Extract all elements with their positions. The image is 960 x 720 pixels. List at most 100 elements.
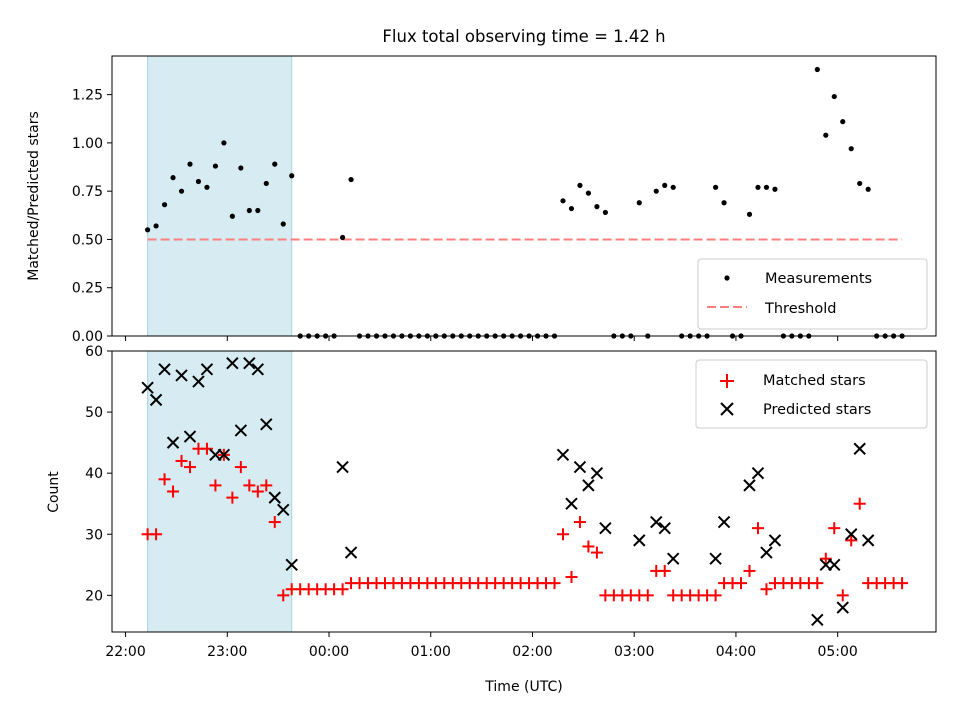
measurement-point (602, 209, 608, 216)
measurement-point (178, 188, 185, 194)
predicted-stars-points (141, 357, 875, 626)
measurement-point (763, 184, 770, 190)
measurement-point (577, 182, 583, 188)
matched-star-point (209, 479, 222, 492)
predicted-star-point (633, 534, 646, 547)
predicted-star-point (158, 363, 171, 376)
measurement-point (670, 184, 676, 190)
predicted-star-point (260, 418, 273, 431)
predicted-star-point (217, 448, 231, 462)
predicted-star-point (717, 515, 731, 529)
predicted-star-point (599, 521, 612, 535)
measurement-point (170, 175, 176, 181)
top-y-tick-label: 0.00 (72, 329, 103, 345)
predicted-star-point (243, 357, 256, 370)
top-y-tick-label: 0.75 (72, 184, 103, 200)
measurement-point (280, 221, 286, 227)
matched-stars-points (141, 442, 909, 602)
top-x-ticks (125, 336, 839, 341)
predicted-star-point (861, 534, 875, 547)
top-y-tick-label: 1.25 (72, 88, 103, 104)
measurement-points (145, 66, 905, 339)
predicted-star-point (251, 363, 265, 376)
top-y-axis-label: Matched/Predicted stars (26, 111, 42, 281)
matched-star-point (735, 577, 748, 590)
x-tick-label: 02:00 (512, 644, 552, 660)
predicted-star-point (166, 436, 180, 449)
matched-star-point (565, 571, 578, 584)
legend-predicted-label: Predicted stars (763, 402, 871, 418)
measurement-point (636, 200, 642, 206)
bottom-y-tick-label: 50 (85, 405, 103, 421)
top-legend-box (697, 258, 928, 330)
predicted-star-point (192, 375, 205, 388)
measurement-point (212, 163, 219, 169)
matched-star-point (641, 589, 654, 602)
bottom-y-tick-label: 20 (85, 588, 103, 604)
predicted-star-point (556, 448, 570, 462)
measurement-point (568, 205, 575, 212)
top-y-ticks: 0.00 0.25 0.50 0.75 1.00 1.25 (72, 88, 112, 345)
measurement-point (594, 204, 600, 210)
top-y-tick-label: 0.25 (72, 281, 103, 297)
predicted-star-point (590, 466, 604, 480)
matched-star-point (548, 577, 561, 590)
bottom-legend-box (695, 359, 928, 429)
measurement-point (348, 176, 354, 183)
predicted-star-point (811, 613, 824, 626)
measurement-point (145, 227, 151, 233)
measurement-point (187, 161, 193, 167)
measurement-point (229, 213, 235, 219)
measurement-point (204, 184, 210, 190)
x-tick-label: 01:00 (411, 644, 451, 660)
measurement-point (255, 207, 261, 214)
top-shaded-interval (147, 55, 293, 337)
matched-star-point (183, 461, 196, 474)
measurement-point (653, 188, 659, 194)
matched-star-point (836, 589, 849, 602)
predicted-star-point (565, 497, 578, 510)
matched-star-point (556, 528, 569, 541)
legend-measurements-marker (724, 275, 730, 281)
matched-star-point (158, 473, 171, 486)
top-panel: Flux total observing time = 1.42 h 0.00 0… (26, 27, 937, 345)
measurement-point (272, 161, 278, 167)
top-axes-frame (111, 55, 937, 337)
matched-star-point (811, 577, 824, 590)
x-tick-label: 22:00 (105, 644, 145, 660)
matched-star-point (845, 534, 858, 547)
measurement-point (339, 234, 346, 241)
measurement-point (246, 207, 252, 214)
matched-star-point (200, 442, 213, 455)
measurement-point (221, 140, 227, 146)
predicted-star-point (234, 424, 248, 437)
matched-star-point (853, 497, 866, 510)
x-tick-label: 23:00 (207, 644, 247, 660)
matched-star-point (582, 540, 595, 553)
top-y-tick-label: 0.50 (72, 232, 103, 248)
matched-star-point (590, 546, 603, 559)
matched-star-point (234, 461, 247, 474)
bottom-x-ticks: 22:00 23:00 00:00 01:00 02:00 03:00 04:00 05:00 (105, 632, 858, 660)
predicted-star-point (709, 552, 722, 565)
matched-star-point (167, 485, 180, 498)
predicted-star-point (743, 479, 756, 492)
predicted-star-point (768, 534, 782, 547)
measurement-point (662, 182, 668, 188)
matched-star-point (760, 583, 773, 596)
matched-star-point (336, 583, 349, 596)
predicted-star-point (149, 393, 163, 407)
predicted-star-point (582, 479, 595, 492)
x-axis-label: Time (UTC) (484, 679, 562, 695)
measurement-point (814, 66, 820, 73)
measurement-point (746, 211, 753, 217)
legend-matched-label: Matched stars (763, 373, 866, 389)
predicted-star-point (141, 381, 154, 394)
matched-star-point (828, 522, 841, 535)
bottom-y-tick-label: 30 (85, 527, 103, 543)
bottom-panel: 20 30 40 50 60 22:00 23:00 00:00 01:00 02:00 03:0… (46, 344, 937, 695)
predicted-star-point (666, 552, 680, 565)
top-chart-title: Flux total observing time = 1.42 h (382, 27, 665, 46)
top-legend: Measurements Threshold (697, 258, 928, 330)
